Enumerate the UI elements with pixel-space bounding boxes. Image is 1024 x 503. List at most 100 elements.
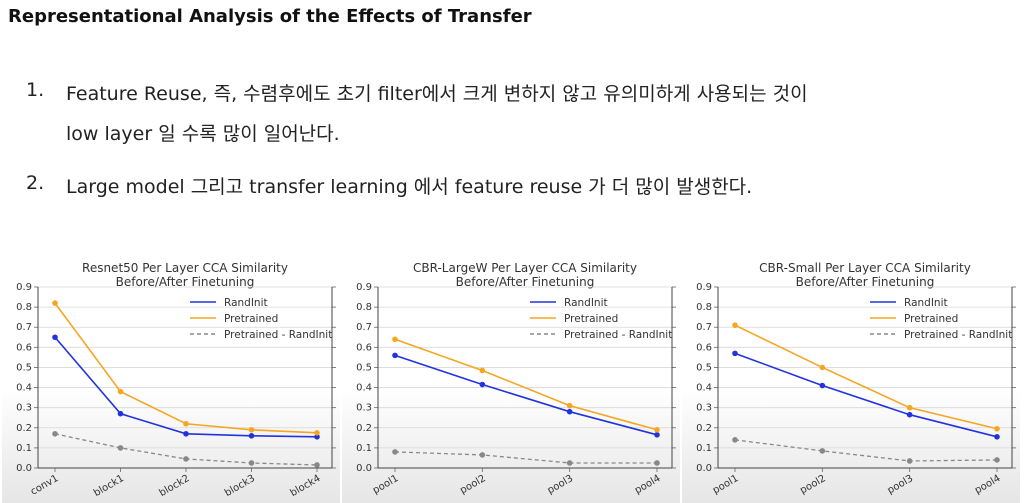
series-line-difference: [394, 451, 657, 464]
series-line-pretrained: [394, 338, 658, 431]
chart-resnet50: Resnet50 Per Layer CCA Similarity Before/…: [2, 250, 340, 503]
x-tick-label: block1: [92, 473, 126, 499]
data-point-pretrained: [392, 336, 398, 343]
x-tick-label: pool2: [458, 473, 488, 496]
data-point-pretrained: [314, 430, 320, 436]
data-point-randinit: [183, 431, 189, 437]
y-tick-label: 0.6: [356, 342, 372, 353]
y-tick-label: 0.3: [696, 403, 712, 414]
data-point-pretrained: [479, 367, 486, 374]
y-tick-label: 0.0: [696, 463, 712, 474]
y-tick-label: 0.8: [696, 302, 712, 313]
legend-label: Pretrained: [224, 313, 278, 325]
chart-subtitle: Before/After Finetuning: [116, 275, 255, 289]
data-point-pretrained: [654, 426, 660, 433]
y-tick-label: 0.5: [696, 362, 712, 373]
data-point-randinit: [117, 410, 124, 417]
data-point-pretrained: [819, 364, 826, 371]
chart-cbr-largew-svg: CBR-LargeW Per Layer CCA SimilarityBefor…: [356, 261, 676, 496]
legend-label: RandInit: [564, 297, 608, 309]
data-point-difference: [479, 452, 486, 458]
chart-cbr-largew: CBR-LargeW Per Layer CCA Similarity Befor…: [342, 250, 680, 503]
chart-title: CBR-Small Per Layer CCA Similarity: [759, 261, 971, 275]
y-tick-label: 0.6: [696, 342, 712, 353]
data-point-difference: [392, 449, 398, 455]
chart-cbr-small: CBR-Small Per Layer CCA Similarity Before…: [682, 250, 1020, 503]
y-tick-label: 0.5: [356, 362, 372, 373]
y-tick-label: 0.9: [356, 282, 372, 293]
data-point-difference: [183, 456, 189, 462]
y-tick-label: 0.8: [16, 302, 32, 313]
data-point-pretrained: [183, 420, 189, 427]
data-point-pretrained: [52, 300, 58, 306]
legend-label: RandInit: [904, 297, 948, 309]
legend-label: Pretrained: [564, 313, 618, 325]
y-tick-label: 0.5: [16, 362, 32, 373]
data-point-pretrained: [906, 404, 913, 411]
data-point-difference: [819, 448, 826, 454]
x-tick-label: block3: [223, 473, 257, 499]
y-tick-label: 0.9: [696, 282, 712, 293]
y-tick-label: 0.9: [16, 282, 32, 293]
y-tick-label: 0.4: [356, 383, 372, 394]
x-tick-label: pool2: [798, 473, 828, 496]
chart-resnet50-svg: Resnet50 Per Layer CCA SimilarityBefore/…: [16, 261, 336, 499]
y-tick-label: 0.4: [696, 383, 712, 394]
y-tick-label: 0.7: [356, 322, 372, 333]
y-tick-label: 0.7: [16, 322, 32, 333]
legend-label: Pretrained - RandInit: [904, 329, 1012, 341]
x-tick-label: conv1: [29, 473, 61, 498]
y-tick-label: 0.4: [16, 383, 32, 394]
data-point-randinit: [314, 434, 320, 440]
data-point-pretrained: [566, 402, 573, 409]
bullet-number: 2.: [26, 172, 45, 194]
y-tick-label: 0.1: [696, 443, 712, 454]
bullet-text: low layer 일 수록 많이 일어난다.: [66, 123, 340, 145]
x-tick-label: pool1: [711, 473, 741, 496]
y-tick-label: 0.2: [16, 423, 32, 434]
data-point-pretrained: [994, 425, 1000, 432]
x-tick-label: pool3: [546, 473, 576, 496]
data-point-difference: [314, 462, 320, 468]
y-tick-label: 0.7: [696, 322, 712, 333]
x-tick-label: pool4: [633, 473, 663, 496]
x-tick-label: block2: [158, 473, 192, 499]
bullet-list: 1. Feature Reuse, 즉, 수렴후에도 초기 filter에서 크…: [0, 0, 1024, 220]
chart-subtitle: Before/After Finetuning: [796, 275, 935, 289]
bullet-text: Feature Reuse, 즉, 수렴후에도 초기 filter에서 크게 변…: [66, 83, 808, 105]
y-tick-label: 0.1: [356, 443, 372, 454]
legend-label: Pretrained - RandInit: [224, 329, 332, 341]
chart-subtitle: Before/After Finetuning: [456, 275, 595, 289]
y-tick-label: 0.1: [16, 443, 32, 454]
legend-label: Pretrained: [904, 313, 958, 325]
data-point-randinit: [566, 408, 573, 415]
legend-label: RandInit: [224, 297, 268, 309]
y-tick-label: 0.3: [356, 403, 372, 414]
data-point-randinit: [906, 411, 913, 418]
y-tick-label: 0.2: [356, 423, 372, 434]
chart-cbr-small-svg: CBR-Small Per Layer CCA SimilarityBefore…: [696, 261, 1016, 496]
data-point-pretrained: [117, 388, 124, 395]
data-point-randinit: [248, 433, 255, 439]
data-point-randinit: [819, 382, 826, 389]
bullet-number: 1.: [26, 79, 45, 101]
data-point-randinit: [392, 352, 398, 359]
series-line-randinit: [394, 354, 658, 436]
data-point-difference: [117, 445, 124, 451]
data-point-difference: [906, 458, 913, 464]
data-point-randinit: [994, 434, 1000, 440]
y-tick-label: 0.6: [16, 342, 32, 353]
y-tick-label: 0.0: [356, 463, 372, 474]
data-point-difference: [52, 431, 58, 437]
data-point-difference: [566, 460, 573, 466]
data-point-pretrained: [732, 322, 738, 329]
y-tick-label: 0.3: [16, 403, 32, 414]
bullet-text: Large model 그리고 transfer learning 에서 fea…: [66, 176, 753, 198]
data-point-randinit: [479, 381, 486, 388]
x-tick-label: pool3: [886, 473, 916, 496]
legend-label: Pretrained - RandInit: [564, 329, 672, 341]
x-tick-label: block4: [289, 473, 323, 499]
y-tick-label: 0.2: [696, 423, 712, 434]
data-point-randinit: [654, 432, 660, 438]
data-point-difference: [248, 460, 255, 466]
